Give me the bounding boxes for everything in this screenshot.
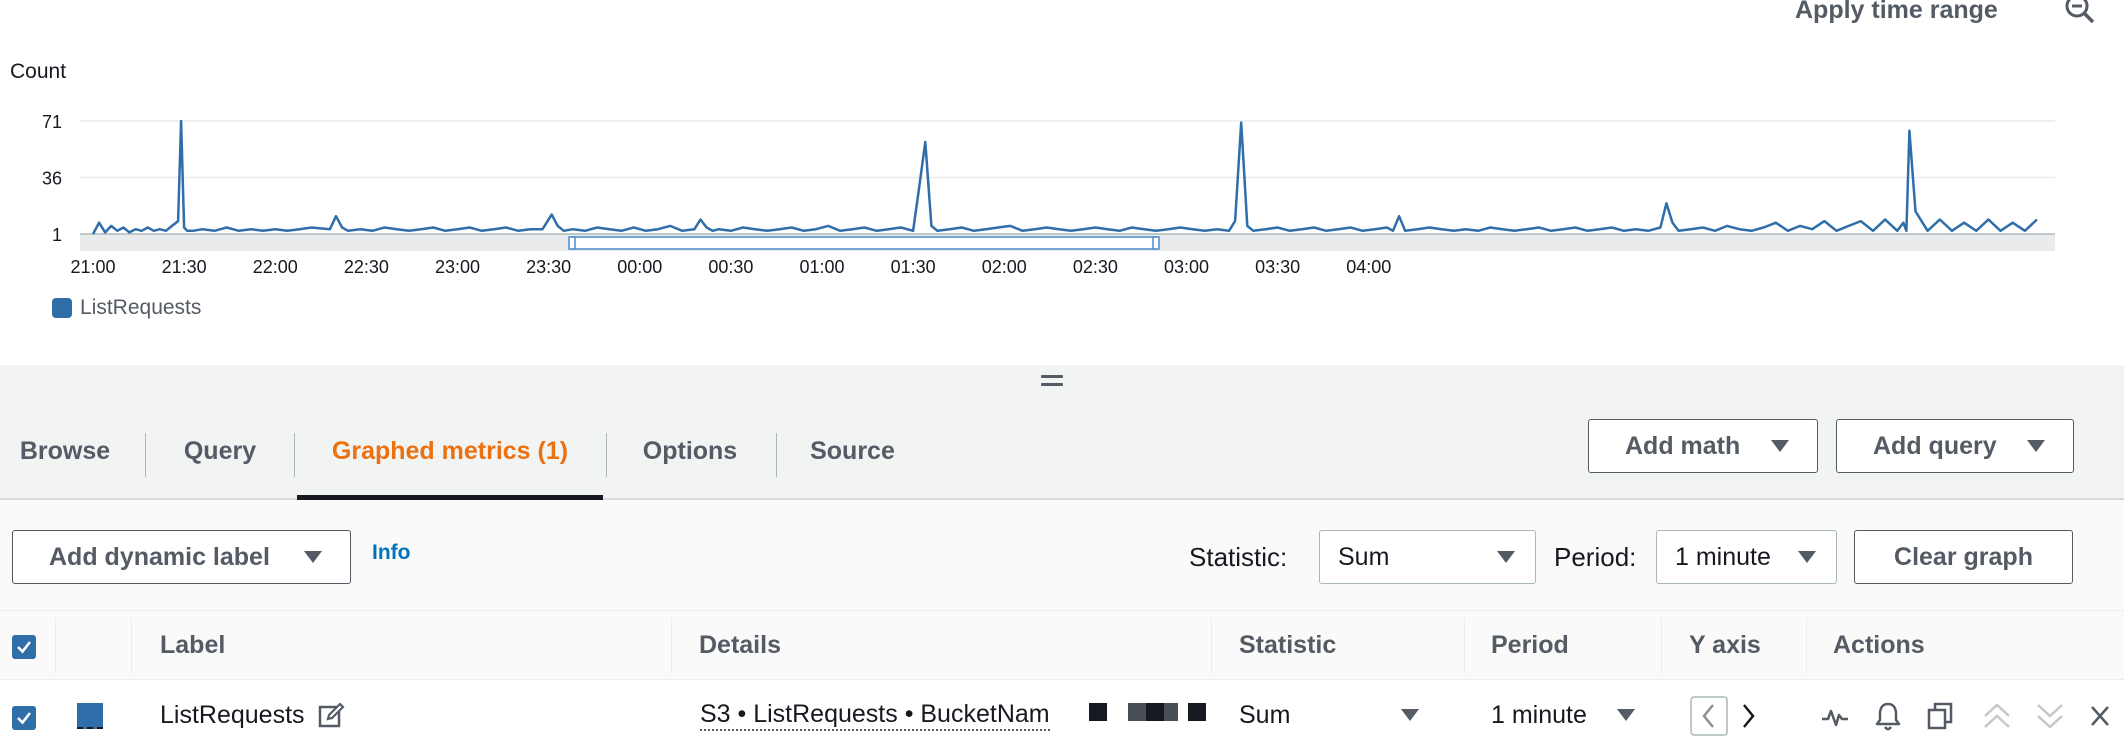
column-divider xyxy=(671,617,672,673)
metrics-graph-panel: Apply time range Count 71 36 1 21:00 21:30 2… xyxy=(0,0,2124,365)
apply-time-range-button[interactable]: Apply time range xyxy=(1795,0,1998,24)
period-select[interactable]: 1 minute xyxy=(1656,530,1837,584)
x-tick-label: 00:30 xyxy=(708,257,753,277)
column-divider xyxy=(55,617,56,673)
copy-icon[interactable] xyxy=(1926,701,1954,731)
brush-handle-left[interactable] xyxy=(568,236,576,250)
tab-source[interactable]: Source xyxy=(810,437,895,465)
brush-handle-right[interactable] xyxy=(1152,236,1160,250)
period-label: Period: xyxy=(1554,542,1637,572)
caret-down-icon xyxy=(1497,551,1515,563)
y-tick-label: 71 xyxy=(42,112,62,132)
column-header-details[interactable]: Details xyxy=(699,630,781,659)
move-up-icon[interactable] xyxy=(1981,700,2013,732)
add-query-button[interactable]: Add query xyxy=(1836,419,2074,473)
column-divider xyxy=(1464,617,1465,673)
add-math-button[interactable]: Add math xyxy=(1588,419,1818,473)
x-tick-label: 23:00 xyxy=(435,257,480,277)
x-tick-label: 00:00 xyxy=(617,257,662,277)
caret-down-icon xyxy=(304,551,322,563)
x-tick-label: 21:00 xyxy=(70,257,115,277)
tab-divider xyxy=(776,433,777,477)
row-statistic-value: Sum xyxy=(1239,700,1291,729)
row-period-value: 1 minute xyxy=(1491,700,1587,729)
statistic-value: Sum xyxy=(1338,542,1390,571)
caret-down-icon xyxy=(2027,440,2045,452)
series-color-swatch[interactable] xyxy=(77,703,103,729)
caret-down-icon[interactable] xyxy=(1401,709,1419,721)
add-query-label: Add query xyxy=(1873,431,1997,460)
tab-browse[interactable]: Browse xyxy=(19,437,111,465)
caret-down-icon xyxy=(1771,440,1789,452)
info-link[interactable]: Info xyxy=(372,541,411,564)
tab-divider xyxy=(145,433,146,477)
legend-swatch xyxy=(52,298,72,318)
caret-down-icon xyxy=(1798,551,1816,563)
x-tick-label: 04:00 xyxy=(1346,257,1391,277)
x-tick-label: 02:00 xyxy=(982,257,1027,277)
tab-query[interactable]: Query xyxy=(183,437,257,465)
x-tick-label: 23:30 xyxy=(526,257,571,277)
metrics-table-header xyxy=(0,610,2124,680)
column-divider xyxy=(131,617,132,673)
row-label-text: ListRequests xyxy=(160,700,305,729)
statistic-select[interactable]: Sum xyxy=(1319,530,1536,584)
caret-down-icon[interactable] xyxy=(1617,709,1635,721)
x-tick-label: 01:00 xyxy=(799,257,844,277)
x-tick-label: 01:30 xyxy=(891,257,936,277)
remove-icon[interactable] xyxy=(2088,703,2112,729)
add-dynamic-label-button[interactable]: Add dynamic label xyxy=(12,530,351,584)
x-tick-label: 21:30 xyxy=(162,257,207,277)
period-value: 1 minute xyxy=(1675,542,1771,571)
row-details-text: S3 • ListRequests • BucketNam xyxy=(700,700,1050,731)
time-brush-selection[interactable] xyxy=(570,236,1158,250)
chevron-right-icon[interactable] xyxy=(1736,696,1762,736)
x-tick-label: 22:00 xyxy=(253,257,298,277)
x-tick-label: 02:30 xyxy=(1073,257,1118,277)
legend-label: ListRequests xyxy=(80,296,202,319)
chart-legend[interactable]: ListRequests xyxy=(52,296,201,320)
row-statistic-select[interactable]: Sum xyxy=(1239,690,1290,740)
tabs-bar: Browse Query Graphed metrics (1) Options… xyxy=(0,405,2124,500)
active-tab-indicator xyxy=(297,495,603,500)
edit-label-icon[interactable] xyxy=(317,702,345,730)
add-dynamic-label-text: Add dynamic label xyxy=(49,542,270,571)
column-divider xyxy=(1806,617,1807,673)
row-period-select[interactable]: 1 minute xyxy=(1491,690,1587,740)
tab-divider xyxy=(606,433,607,477)
y-tick-label: 36 xyxy=(42,169,62,189)
row-checkbox[interactable] xyxy=(12,706,36,730)
x-tick-label: 03:30 xyxy=(1255,257,1300,277)
chevron-left-icon[interactable] xyxy=(1690,696,1728,736)
column-divider xyxy=(1661,617,1662,673)
tab-divider xyxy=(294,433,295,477)
line-chart[interactable]: 71 36 1 21:00 21:30 22:00 22:30 23:00 23:30 00:0… xyxy=(0,0,2124,300)
y-tick-label: 1 xyxy=(52,225,62,245)
column-header-actions[interactable]: Actions xyxy=(1833,630,1925,659)
x-tick-label: 03:00 xyxy=(1164,257,1209,277)
redacted-region xyxy=(1058,695,1233,750)
tab-options[interactable]: Options xyxy=(642,437,738,465)
row-details[interactable]: S3 • ListRequests • BucketNam xyxy=(700,690,1060,740)
y-axis-label: Count xyxy=(10,60,67,83)
clear-graph-button[interactable]: Clear graph xyxy=(1854,530,2073,584)
drag-handle-icon[interactable] xyxy=(1041,375,1063,389)
add-math-label: Add math xyxy=(1625,431,1741,460)
row-label: ListRequests xyxy=(160,690,305,740)
column-header-label[interactable]: Label xyxy=(160,630,226,659)
column-header-period[interactable]: Period xyxy=(1491,630,1569,659)
column-divider xyxy=(1211,617,1212,673)
series-line-listrequests xyxy=(91,119,2038,235)
x-tick-label: 22:30 xyxy=(344,257,389,277)
column-header-statistic[interactable]: Statistic xyxy=(1239,630,1337,659)
statistic-label: Statistic: xyxy=(1189,542,1288,572)
bell-icon[interactable] xyxy=(1873,700,1903,732)
select-all-checkbox[interactable] xyxy=(12,635,36,659)
tab-graphed-metrics[interactable]: Graphed metrics (1) xyxy=(331,437,569,465)
move-down-icon[interactable] xyxy=(2034,700,2066,732)
graph-icon[interactable] xyxy=(1820,703,1850,731)
zoom-out-icon[interactable] xyxy=(2063,0,2097,26)
column-header-y-axis[interactable]: Y axis xyxy=(1689,630,1761,659)
